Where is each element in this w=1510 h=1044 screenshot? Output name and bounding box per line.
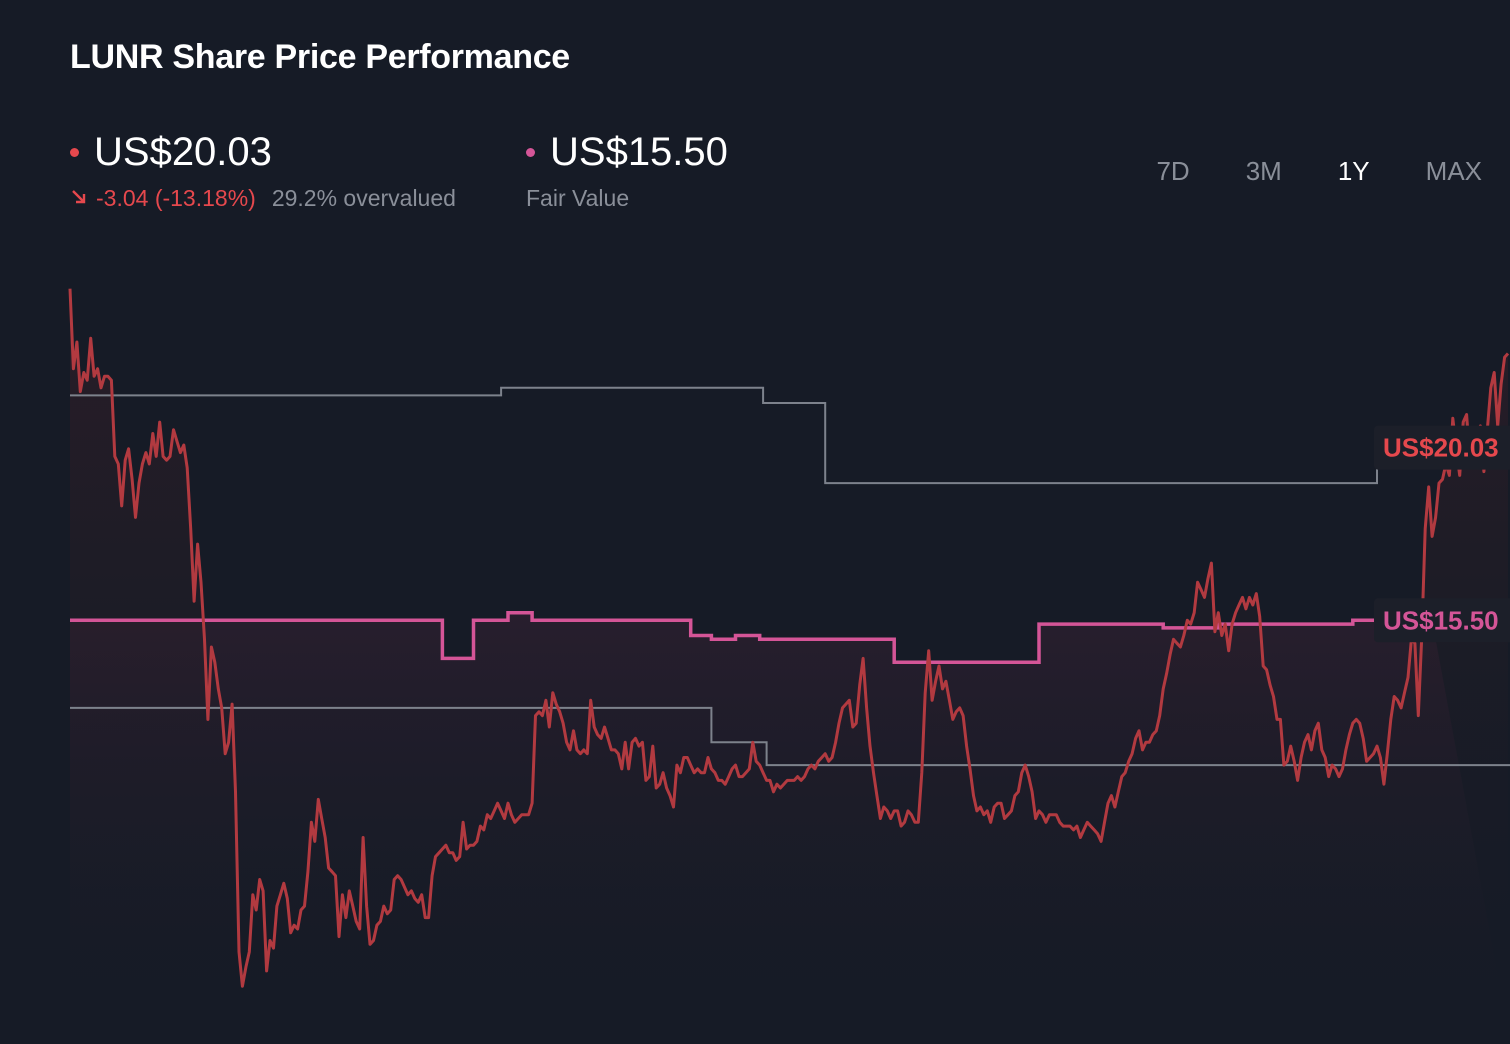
price-change: -3.04 (-13.18%) — [70, 185, 256, 212]
fair-tag-label: US$15.50 — [1383, 605, 1499, 635]
range-7d[interactable]: 7D — [1156, 156, 1190, 186]
price-change-text: -3.04 (-13.18%) — [96, 185, 256, 211]
fair-value-label: Fair Value — [526, 185, 630, 211]
range-max[interactable]: MAX — [1425, 156, 1482, 186]
fair-value: US$15.50 — [550, 130, 728, 174]
upper-band-line — [70, 386, 1419, 485]
valuation-text: 29.2% overvalued — [271, 185, 456, 211]
price-tag-box — [1374, 425, 1510, 470]
current-price: US$20.03 — [94, 130, 272, 174]
price-area — [70, 288, 1508, 1030]
price-tag-label: US$20.03 — [1383, 433, 1499, 463]
fair-value-summary: US$15.50 Fair Value — [526, 130, 728, 212]
range-1y[interactable]: 1Y — [1337, 156, 1370, 186]
price-dot-icon — [70, 148, 79, 157]
price-line — [68, 288, 1510, 988]
arrow-down-right-icon — [70, 185, 88, 212]
fair-value-line — [70, 610, 1433, 664]
fair-tag-box — [1374, 598, 1510, 643]
price-summary: US$20.03 -3.04 (-13.18%) 29.2% overvalue… — [70, 130, 456, 212]
range-selector: 7D 3M 1Y MAX — [1100, 156, 1482, 187]
fair-value-dot-icon — [526, 148, 535, 157]
chart-title: LUNR Share Price Performance — [70, 38, 570, 76]
lower-band-line — [70, 706, 1510, 767]
range-3m[interactable]: 3M — [1245, 156, 1282, 186]
